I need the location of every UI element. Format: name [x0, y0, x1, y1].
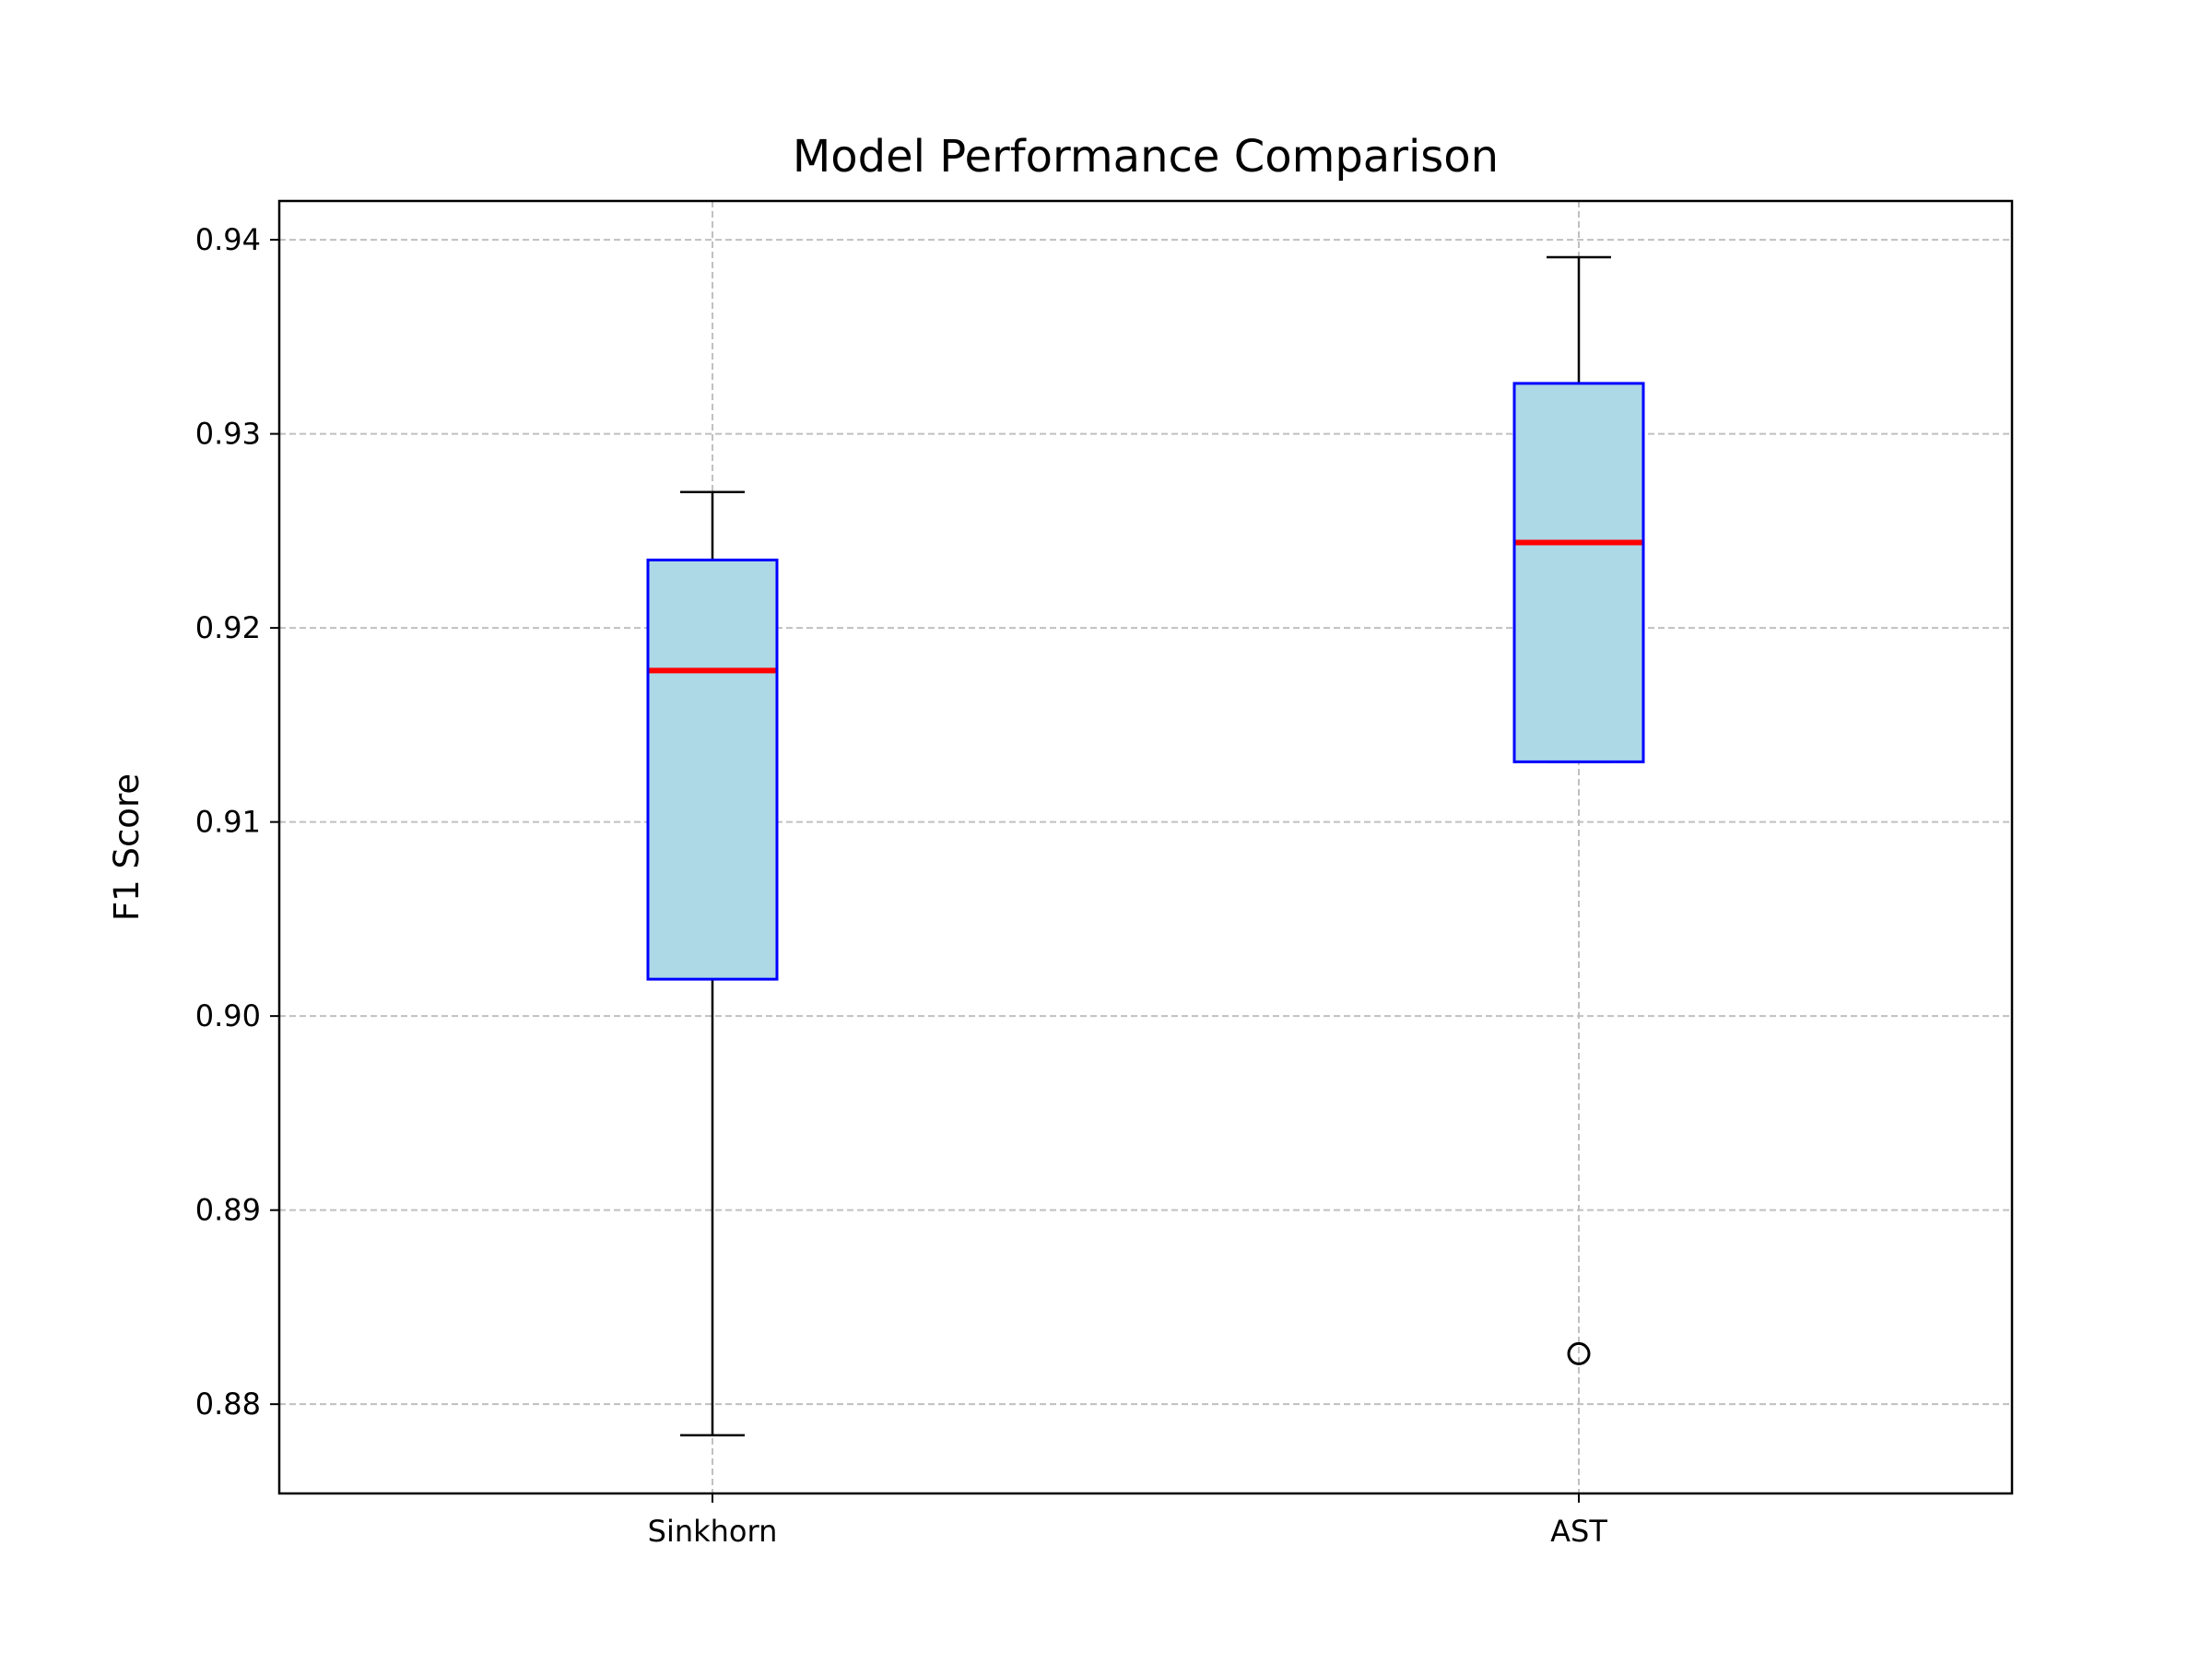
- y-tick-label: 0.93: [195, 417, 261, 452]
- y-tick-label: 0.90: [195, 998, 261, 1033]
- grid-lines: [279, 201, 2012, 1493]
- x-tick-label: AST: [1550, 1514, 1607, 1549]
- y-tick-label: 0.89: [195, 1193, 261, 1228]
- box-group-sinkhorn: [646, 490, 779, 1437]
- axis-ticks: 0.88 0.89 0.90 0.91 0.92 0.93 0.94 Sinkhorn AST: [195, 222, 1608, 1549]
- interquartile-box: [1512, 382, 1645, 763]
- y-tick-label: 0.88: [195, 1387, 261, 1422]
- y-axis-label: F1 Score: [107, 773, 147, 921]
- box-group-ast: [1512, 255, 1645, 1365]
- x-tick-label: Sinkhorn: [648, 1514, 778, 1549]
- plot-area-frame: [277, 199, 2014, 1495]
- outlier-point: [1567, 1341, 1591, 1365]
- chart-title: Model Performance Comparison: [793, 131, 1499, 183]
- interquartile-box: [646, 558, 779, 981]
- y-tick-label: 0.92: [195, 610, 261, 645]
- y-tick-label: 0.91: [195, 805, 261, 840]
- y-tick-label: 0.94: [195, 222, 261, 257]
- box-series: [646, 255, 1645, 1437]
